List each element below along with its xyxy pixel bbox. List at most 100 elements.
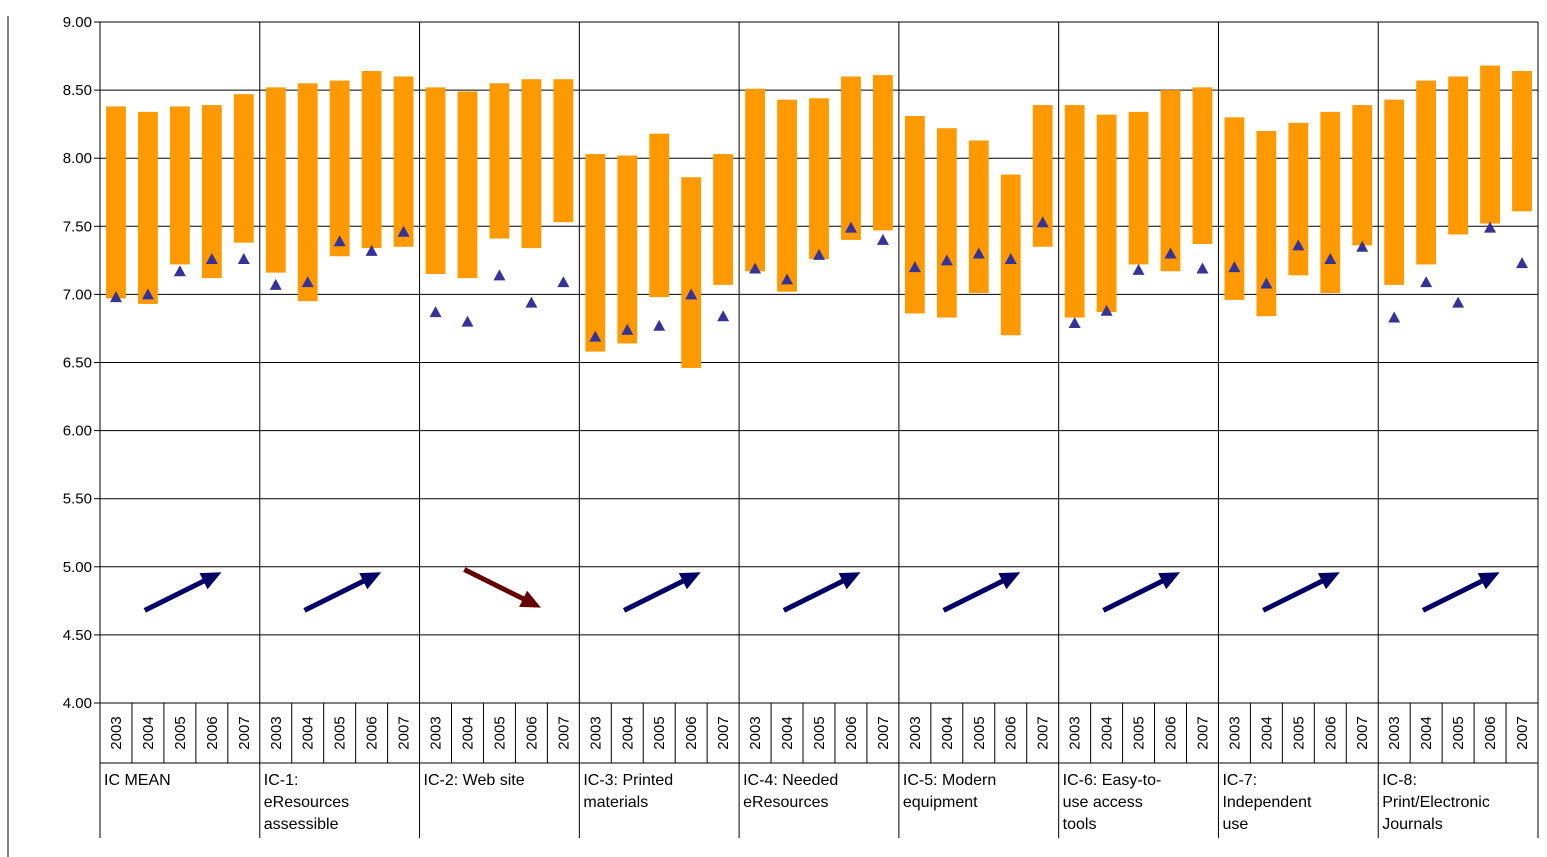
triangle-marker	[109, 291, 122, 303]
range-bar	[1064, 105, 1085, 318]
triangle-marker	[301, 276, 314, 288]
year-tick-label: 2007	[236, 716, 253, 749]
year-tick-label: 2006	[1003, 716, 1020, 749]
year-tick-label: 2006	[843, 716, 860, 749]
trend-arrow-head	[998, 572, 1021, 590]
triangle-marker	[908, 261, 921, 273]
group-label: IC-1:	[264, 772, 299, 789]
year-tick-label: 2006	[1163, 716, 1180, 749]
triangle-marker	[717, 310, 730, 322]
group-label: IC MEAN	[104, 772, 171, 789]
trend-arrow-head	[199, 572, 222, 590]
group-label: tools	[1063, 816, 1097, 833]
triangle-marker	[1228, 261, 1241, 273]
year-tick-label: 2005	[811, 716, 828, 749]
group-label: IC-2: Web site	[424, 772, 525, 789]
range-bar	[393, 76, 414, 247]
range-bar	[904, 115, 925, 314]
trend-arrow-head	[1317, 572, 1340, 590]
y-tick-label: 6.50	[63, 355, 92, 372]
year-tick-label: 2006	[683, 716, 700, 749]
group-label: use	[1222, 816, 1248, 833]
trend-arrow-down	[463, 567, 533, 605]
year-tick-label: 2003	[587, 716, 604, 749]
year-tick-label: 2003	[907, 716, 924, 749]
year-tick-label: 2005	[1290, 716, 1307, 749]
group-label: Independent	[1222, 794, 1312, 811]
trend-arrow-up	[1102, 575, 1172, 613]
range-bar	[1384, 99, 1405, 285]
group-label: materials	[583, 794, 648, 811]
year-tick-label: 2007	[1194, 716, 1211, 749]
range-bar	[1224, 117, 1245, 300]
triangle-marker	[621, 323, 634, 335]
range-bar	[1192, 87, 1213, 245]
triangle-marker	[1260, 277, 1273, 289]
y-tick-label: 8.00	[63, 150, 92, 167]
range-bar	[1256, 130, 1277, 317]
triangle-marker	[493, 269, 506, 281]
trend-arrow-up	[782, 575, 852, 613]
range-bar	[138, 111, 158, 304]
triangle-marker	[844, 221, 857, 233]
year-tick-label: 2005	[1450, 716, 1467, 749]
range-bar	[745, 88, 765, 272]
triangle-marker	[269, 278, 282, 290]
range-bar	[457, 91, 478, 279]
year-tick-label: 2004	[459, 716, 476, 749]
triangle-marker	[365, 244, 378, 256]
triangle-marker	[781, 273, 794, 285]
triangle-marker	[525, 296, 538, 308]
y-tick-label: 5.00	[63, 559, 92, 576]
category-labels: 2003 2004 2005 2006 2007 IC MEAN 2003 2004 2005 2…	[104, 716, 1531, 833]
group-label: IC-7:	[1222, 772, 1257, 789]
range-bar	[936, 128, 957, 318]
group-label: eResources	[743, 794, 828, 811]
triangle-marker	[749, 262, 762, 274]
trend-arrow-up	[1262, 575, 1331, 613]
range-bar	[1448, 76, 1469, 235]
y-tick-label: 6.00	[63, 423, 92, 440]
range-bar	[553, 79, 574, 223]
range-bar	[841, 76, 861, 240]
range-bar	[1128, 111, 1149, 265]
triangle-marker	[1196, 262, 1209, 274]
triangle-marker	[589, 330, 602, 342]
range-bar	[1320, 111, 1341, 294]
year-tick-label: 2003	[1386, 716, 1403, 749]
trend-arrow-up	[622, 575, 692, 613]
year-tick-label: 2004	[619, 716, 636, 749]
group-label: assessible	[264, 816, 339, 833]
trend-arrow-head	[359, 572, 382, 590]
triangle-marker	[1484, 221, 1497, 233]
range-bar	[713, 154, 734, 285]
marker-layer	[109, 216, 1529, 342]
year-tick-label: 2004	[1258, 716, 1275, 749]
range-bar	[809, 98, 829, 259]
triangle-marker	[205, 252, 218, 264]
range-bar	[1480, 65, 1500, 224]
year-tick-label: 2003	[108, 716, 125, 749]
year-tick-label: 2007	[1035, 716, 1052, 749]
triangle-marker	[653, 319, 666, 331]
year-tick-label: 2004	[1418, 716, 1435, 749]
triangle-marker	[429, 306, 442, 318]
group-label: Print/Electronic	[1382, 794, 1490, 811]
triangle-marker	[940, 254, 953, 266]
triangle-marker	[1388, 311, 1401, 323]
range-bar	[681, 177, 702, 368]
range-bar	[521, 79, 542, 249]
triangle-marker	[1292, 239, 1305, 251]
triangle-marker	[1132, 263, 1145, 275]
trend-arrow-up	[1421, 575, 1491, 613]
range-bar	[265, 87, 286, 273]
axes: 4.00 4.50 5.00 5.50 6.00 6.50 7.00 7.50 8.00 8.50…	[7, 14, 100, 857]
year-tick-label: 2005	[1131, 716, 1148, 749]
group-label: equipment	[903, 794, 978, 811]
year-tick-label: 2004	[939, 716, 956, 749]
group-label: IC-5: Modern	[903, 772, 996, 789]
triangle-marker	[1068, 317, 1081, 329]
triangle-marker	[141, 288, 154, 300]
range-bar	[425, 87, 446, 274]
